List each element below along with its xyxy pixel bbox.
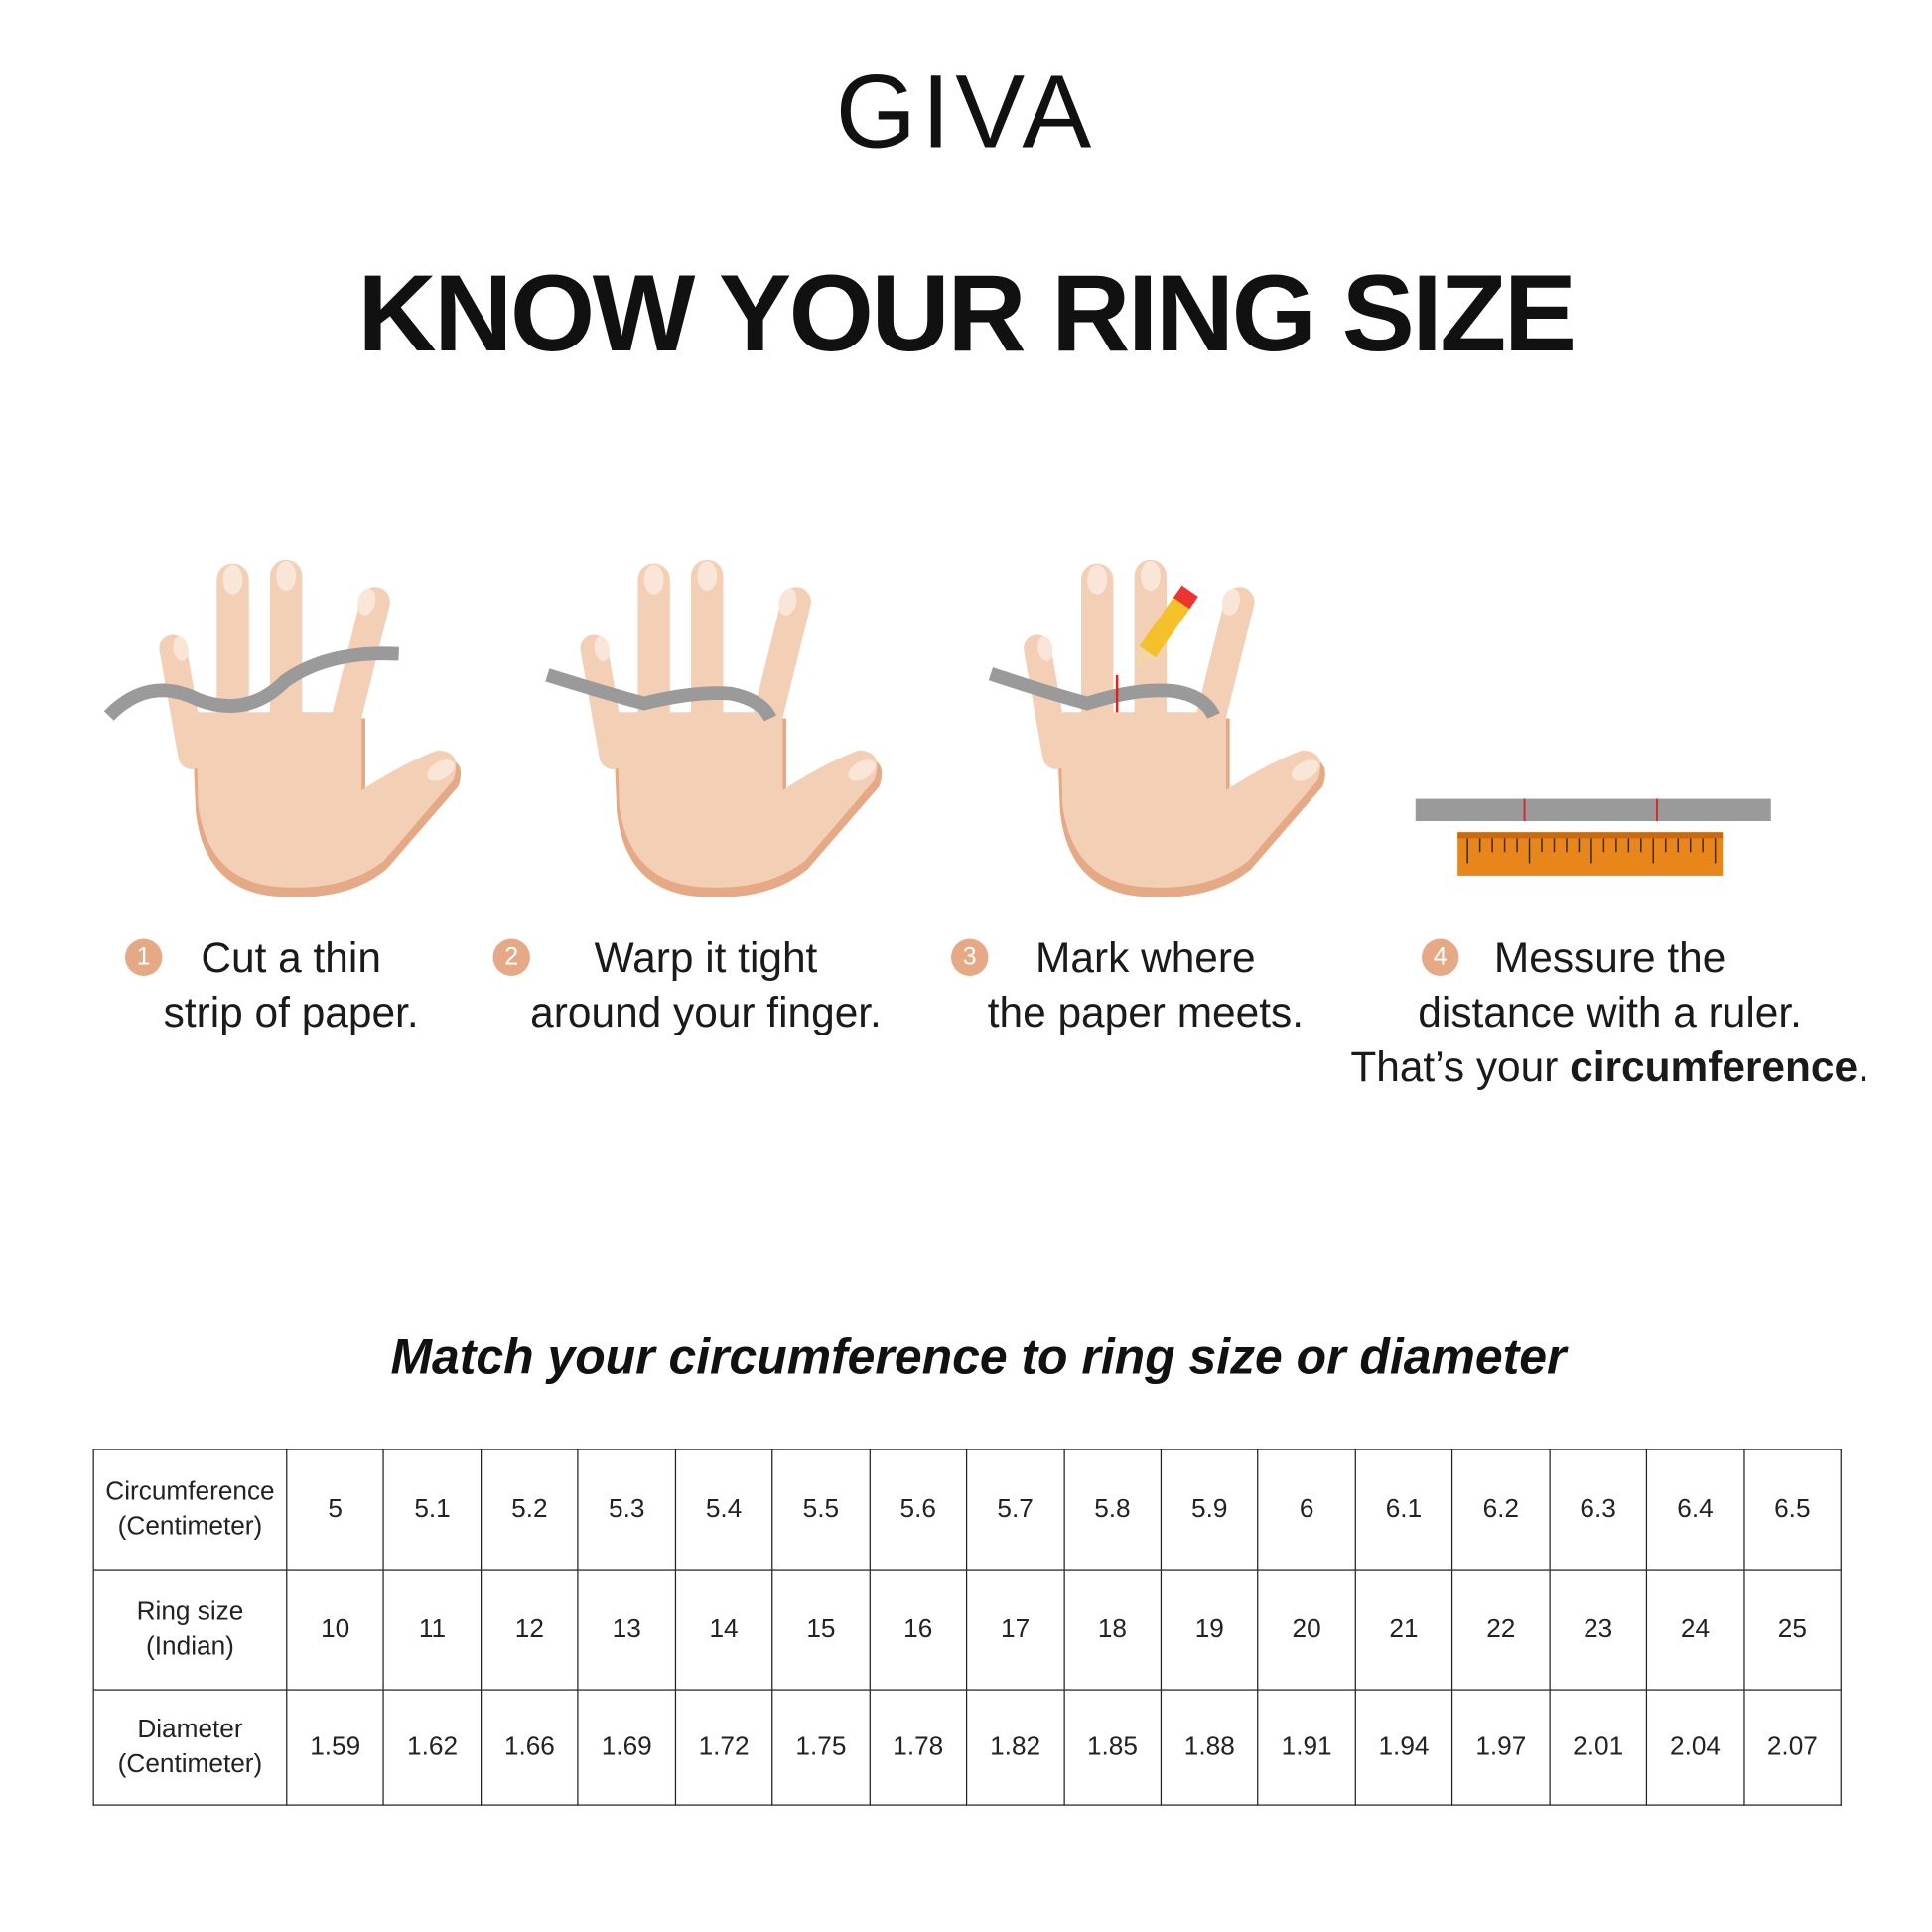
step-4-line-2: distance with a ruler. bbox=[1418, 989, 1802, 1037]
table-cell: 1.62 bbox=[382, 1689, 483, 1806]
row-header-line: Circumference bbox=[105, 1477, 275, 1506]
table-cell: 1.59 bbox=[286, 1689, 385, 1806]
table-cell: 12 bbox=[480, 1569, 579, 1691]
table-cell: 6.3 bbox=[1549, 1449, 1648, 1571]
table-cell: 6.1 bbox=[1354, 1449, 1453, 1571]
table-cell: 24 bbox=[1645, 1569, 1745, 1691]
circumference-emphasis: circumference bbox=[1570, 1043, 1859, 1091]
diameter-row: Diameter (Centimeter) 1.59 1.62 1.66 1.69 1.72… bbox=[92, 1689, 1842, 1806]
row-header: Ring size (Indian) bbox=[92, 1569, 288, 1691]
row-header-line: (Indian) bbox=[146, 1632, 234, 1661]
step-4-text: Messure the distance with a ruler. That’… bbox=[1337, 931, 1882, 1095]
table-cell: 21 bbox=[1354, 1569, 1453, 1691]
row-header-line: (Centimeter) bbox=[117, 1749, 263, 1779]
page-title: KNOW YOUR RING SIZE bbox=[357, 251, 1577, 374]
table-cell: 22 bbox=[1451, 1569, 1551, 1691]
step-3-text: Mark where the paper meets. bbox=[953, 931, 1337, 1040]
step-1-line-2: strip of paper. bbox=[163, 989, 419, 1037]
table-cell: 1.75 bbox=[771, 1689, 871, 1806]
table-cell: 6.4 bbox=[1645, 1449, 1745, 1571]
table-cell: 1.91 bbox=[1257, 1689, 1356, 1806]
step-4-line-3: That’s your circumference. bbox=[1350, 1043, 1869, 1091]
table-subtitle: Match your circumference to ring size or… bbox=[390, 1329, 1567, 1385]
table-cell: 10 bbox=[286, 1569, 385, 1691]
step-2-text: Warp it tight around your finger. bbox=[495, 931, 916, 1040]
hand-step-1-illustration bbox=[103, 559, 462, 897]
step-2-badge: 2 bbox=[492, 938, 530, 976]
table-cell: 1.69 bbox=[577, 1689, 676, 1806]
table-cell: 5.2 bbox=[480, 1449, 579, 1571]
table-cell: 20 bbox=[1257, 1569, 1356, 1691]
step-1-line-1: Cut a thin bbox=[201, 934, 381, 983]
table-cell: 2.07 bbox=[1742, 1689, 1842, 1806]
row-header-line: Ring size bbox=[136, 1597, 244, 1626]
row-header-line: Diameter bbox=[137, 1715, 243, 1744]
step-2-line-1: Warp it tight bbox=[594, 934, 818, 983]
pencil-icon bbox=[1136, 585, 1198, 668]
table-cell: 1.66 bbox=[480, 1689, 579, 1806]
table-cell: 1.78 bbox=[869, 1689, 968, 1806]
table-cell: 17 bbox=[966, 1569, 1065, 1691]
row-header: Diameter (Centimeter) bbox=[92, 1689, 288, 1806]
table-cell: 19 bbox=[1160, 1569, 1259, 1691]
giva-logo: GIVA bbox=[835, 53, 1097, 170]
ruler-step-4-illustration bbox=[1415, 798, 1771, 876]
step-1-text: Cut a thin strip of paper. bbox=[124, 931, 459, 1040]
table-cell: 5.7 bbox=[966, 1449, 1065, 1571]
table-cell: 1.97 bbox=[1451, 1689, 1551, 1806]
table-cell: 1.82 bbox=[966, 1689, 1065, 1806]
step-3-line-1: Mark where bbox=[1035, 934, 1256, 983]
table-cell: 14 bbox=[674, 1569, 773, 1691]
table-cell: 23 bbox=[1549, 1569, 1648, 1691]
step-3-badge: 3 bbox=[951, 938, 989, 976]
table-cell: 15 bbox=[771, 1569, 871, 1691]
table-cell: 5.4 bbox=[674, 1449, 773, 1571]
table-cell: 6 bbox=[1257, 1449, 1356, 1571]
hand-step-2-illustration bbox=[545, 559, 883, 897]
step-4-badge: 4 bbox=[1422, 938, 1459, 976]
table-cell: 18 bbox=[1062, 1569, 1162, 1691]
table-cell: 5.9 bbox=[1160, 1449, 1259, 1571]
table-cell: 5.1 bbox=[382, 1449, 483, 1571]
table-cell: 1.88 bbox=[1160, 1689, 1259, 1806]
table-cell: 6.5 bbox=[1742, 1449, 1842, 1571]
ring-size-row: Ring size (Indian) 10 11 12 13 14 15 16 17 18 19 20 2… bbox=[92, 1569, 1842, 1691]
table-cell: 11 bbox=[382, 1569, 483, 1691]
table-cell: 2.01 bbox=[1549, 1689, 1648, 1806]
instruction-illustrations bbox=[103, 559, 1771, 897]
ring-size-table: Circumference (Centimeter) 5 5.1 5.2 5.3 5.4 5.… bbox=[92, 1449, 1842, 1806]
step-2-line-2: around your finger. bbox=[530, 989, 882, 1037]
table-cell: 1.94 bbox=[1354, 1689, 1453, 1806]
table-cell: 16 bbox=[869, 1569, 968, 1691]
step-1-badge: 1 bbox=[124, 938, 163, 976]
table-cell: 5 bbox=[286, 1449, 385, 1571]
table-cell: 13 bbox=[577, 1569, 676, 1691]
row-header: Circumference (Centimeter) bbox=[92, 1449, 288, 1571]
table-cell: 25 bbox=[1742, 1569, 1842, 1691]
table-cell: 5.6 bbox=[869, 1449, 968, 1571]
step-4-line-1: Messure the bbox=[1493, 934, 1726, 983]
row-header-line: (Centimeter) bbox=[117, 1512, 263, 1541]
table-cell: 5.3 bbox=[577, 1449, 676, 1571]
step-3-line-2: the paper meets. bbox=[987, 989, 1304, 1037]
hand-step-3-illustration bbox=[988, 559, 1325, 897]
table-cell: 5.5 bbox=[771, 1449, 871, 1571]
table-cell: 5.8 bbox=[1062, 1449, 1162, 1571]
table-cell: 2.04 bbox=[1645, 1689, 1745, 1806]
table-cell: 6.2 bbox=[1451, 1449, 1551, 1571]
table-cell: 1.72 bbox=[674, 1689, 773, 1806]
table-cell: 1.85 bbox=[1062, 1689, 1162, 1806]
circumference-row: Circumference (Centimeter) 5 5.1 5.2 5.3 5.4 5.… bbox=[92, 1449, 1842, 1571]
